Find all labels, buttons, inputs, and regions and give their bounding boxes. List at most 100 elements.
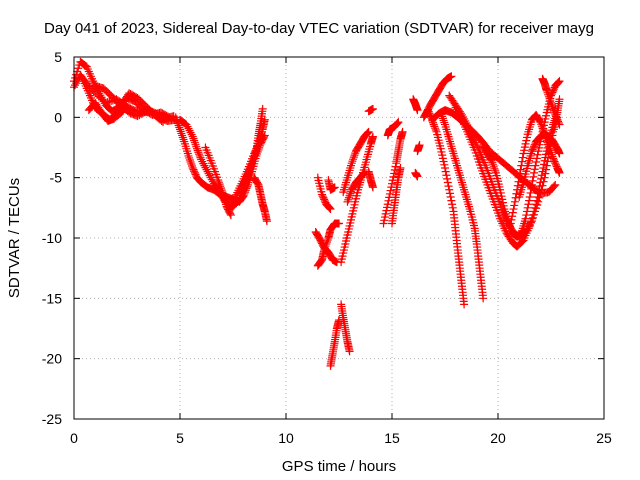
data-point — [178, 133, 187, 142]
data-point — [187, 159, 196, 168]
data-point — [443, 174, 452, 183]
data-point — [386, 186, 395, 195]
data-point — [179, 135, 188, 144]
x-tick-label: 0 — [70, 430, 78, 446]
plot-frame — [73, 56, 605, 420]
data-point — [534, 189, 543, 198]
y-tick-label: -10 — [42, 230, 62, 246]
series-arc-05 — [84, 98, 127, 125]
data-point — [535, 182, 544, 191]
data-point — [460, 300, 469, 309]
data-point — [537, 122, 546, 131]
data-point — [350, 151, 359, 160]
x-tick-label: 25 — [596, 430, 612, 446]
data-point — [555, 95, 564, 104]
data-point — [195, 150, 204, 159]
data-point — [216, 184, 225, 193]
data-point — [526, 188, 535, 197]
data-point — [554, 118, 563, 127]
data-point — [436, 108, 445, 117]
data-point — [554, 78, 563, 87]
data-point — [537, 120, 546, 129]
data-point — [345, 347, 354, 356]
data-point — [446, 192, 455, 201]
data-point — [392, 119, 401, 128]
data-point — [98, 95, 107, 104]
data-point — [89, 77, 98, 86]
series-arc-22 — [379, 127, 407, 228]
series-arc-24 — [388, 164, 405, 228]
data-point — [447, 72, 456, 81]
data-point — [530, 165, 539, 174]
data-point — [539, 160, 548, 169]
data-point — [97, 93, 106, 102]
data-point — [330, 183, 339, 192]
data-point — [262, 217, 271, 226]
data-point — [204, 169, 213, 178]
data-point — [547, 148, 555, 157]
data-point — [415, 141, 424, 150]
data-point — [442, 171, 451, 180]
data-point — [359, 169, 368, 178]
data-point — [344, 193, 353, 202]
data-point — [454, 109, 463, 118]
y-tick-label: -15 — [42, 290, 62, 306]
data-point — [258, 104, 267, 113]
data-point — [515, 173, 524, 182]
data-point — [96, 91, 105, 100]
data-point — [226, 211, 235, 220]
data-point — [555, 120, 564, 129]
data-point — [363, 128, 372, 137]
data-point — [186, 128, 195, 137]
data-point — [140, 108, 149, 117]
data-point — [431, 126, 440, 135]
data-point — [201, 163, 210, 172]
data-point — [193, 146, 202, 155]
data-point — [554, 77, 563, 86]
data-point — [133, 112, 142, 121]
data-point — [388, 179, 396, 188]
data-point — [343, 197, 352, 206]
data-point — [489, 160, 498, 169]
data-point — [344, 195, 353, 204]
data-point — [216, 182, 225, 191]
data-point — [192, 142, 201, 151]
series-arc-23 — [383, 118, 403, 140]
data-point — [532, 154, 541, 163]
data-point — [531, 203, 540, 212]
data-point — [527, 184, 536, 193]
data-point — [543, 88, 552, 97]
data-point — [528, 176, 537, 185]
x-tick-label: 5 — [176, 430, 184, 446]
data-point — [549, 104, 558, 113]
data-point — [384, 196, 393, 205]
x-tick-label: 20 — [490, 430, 506, 446]
series-arc-19 — [343, 168, 369, 206]
data-point — [138, 109, 147, 118]
data-point — [346, 189, 355, 198]
series-arc-20 — [364, 167, 377, 192]
data-point — [441, 164, 449, 173]
data-point — [448, 200, 457, 209]
data-point — [189, 134, 198, 143]
data-point — [253, 141, 262, 150]
series-arc-31 — [436, 108, 488, 303]
data-point — [444, 182, 453, 191]
data-point — [526, 218, 535, 227]
x-tick-label: 15 — [384, 430, 400, 446]
data-point — [516, 165, 525, 174]
data-point — [489, 162, 498, 171]
data-point — [429, 120, 438, 129]
series-arc-11 — [313, 173, 335, 214]
data-point — [188, 162, 197, 171]
data-point — [171, 113, 180, 122]
data-point — [194, 148, 203, 157]
series-arc-25 — [409, 95, 422, 115]
series-arc-36 — [515, 130, 564, 201]
data-point — [428, 118, 437, 127]
data-point — [511, 193, 520, 202]
data-point — [389, 172, 398, 181]
data-point — [349, 155, 358, 164]
series-arc-34 — [479, 77, 564, 241]
data-point — [487, 156, 496, 165]
